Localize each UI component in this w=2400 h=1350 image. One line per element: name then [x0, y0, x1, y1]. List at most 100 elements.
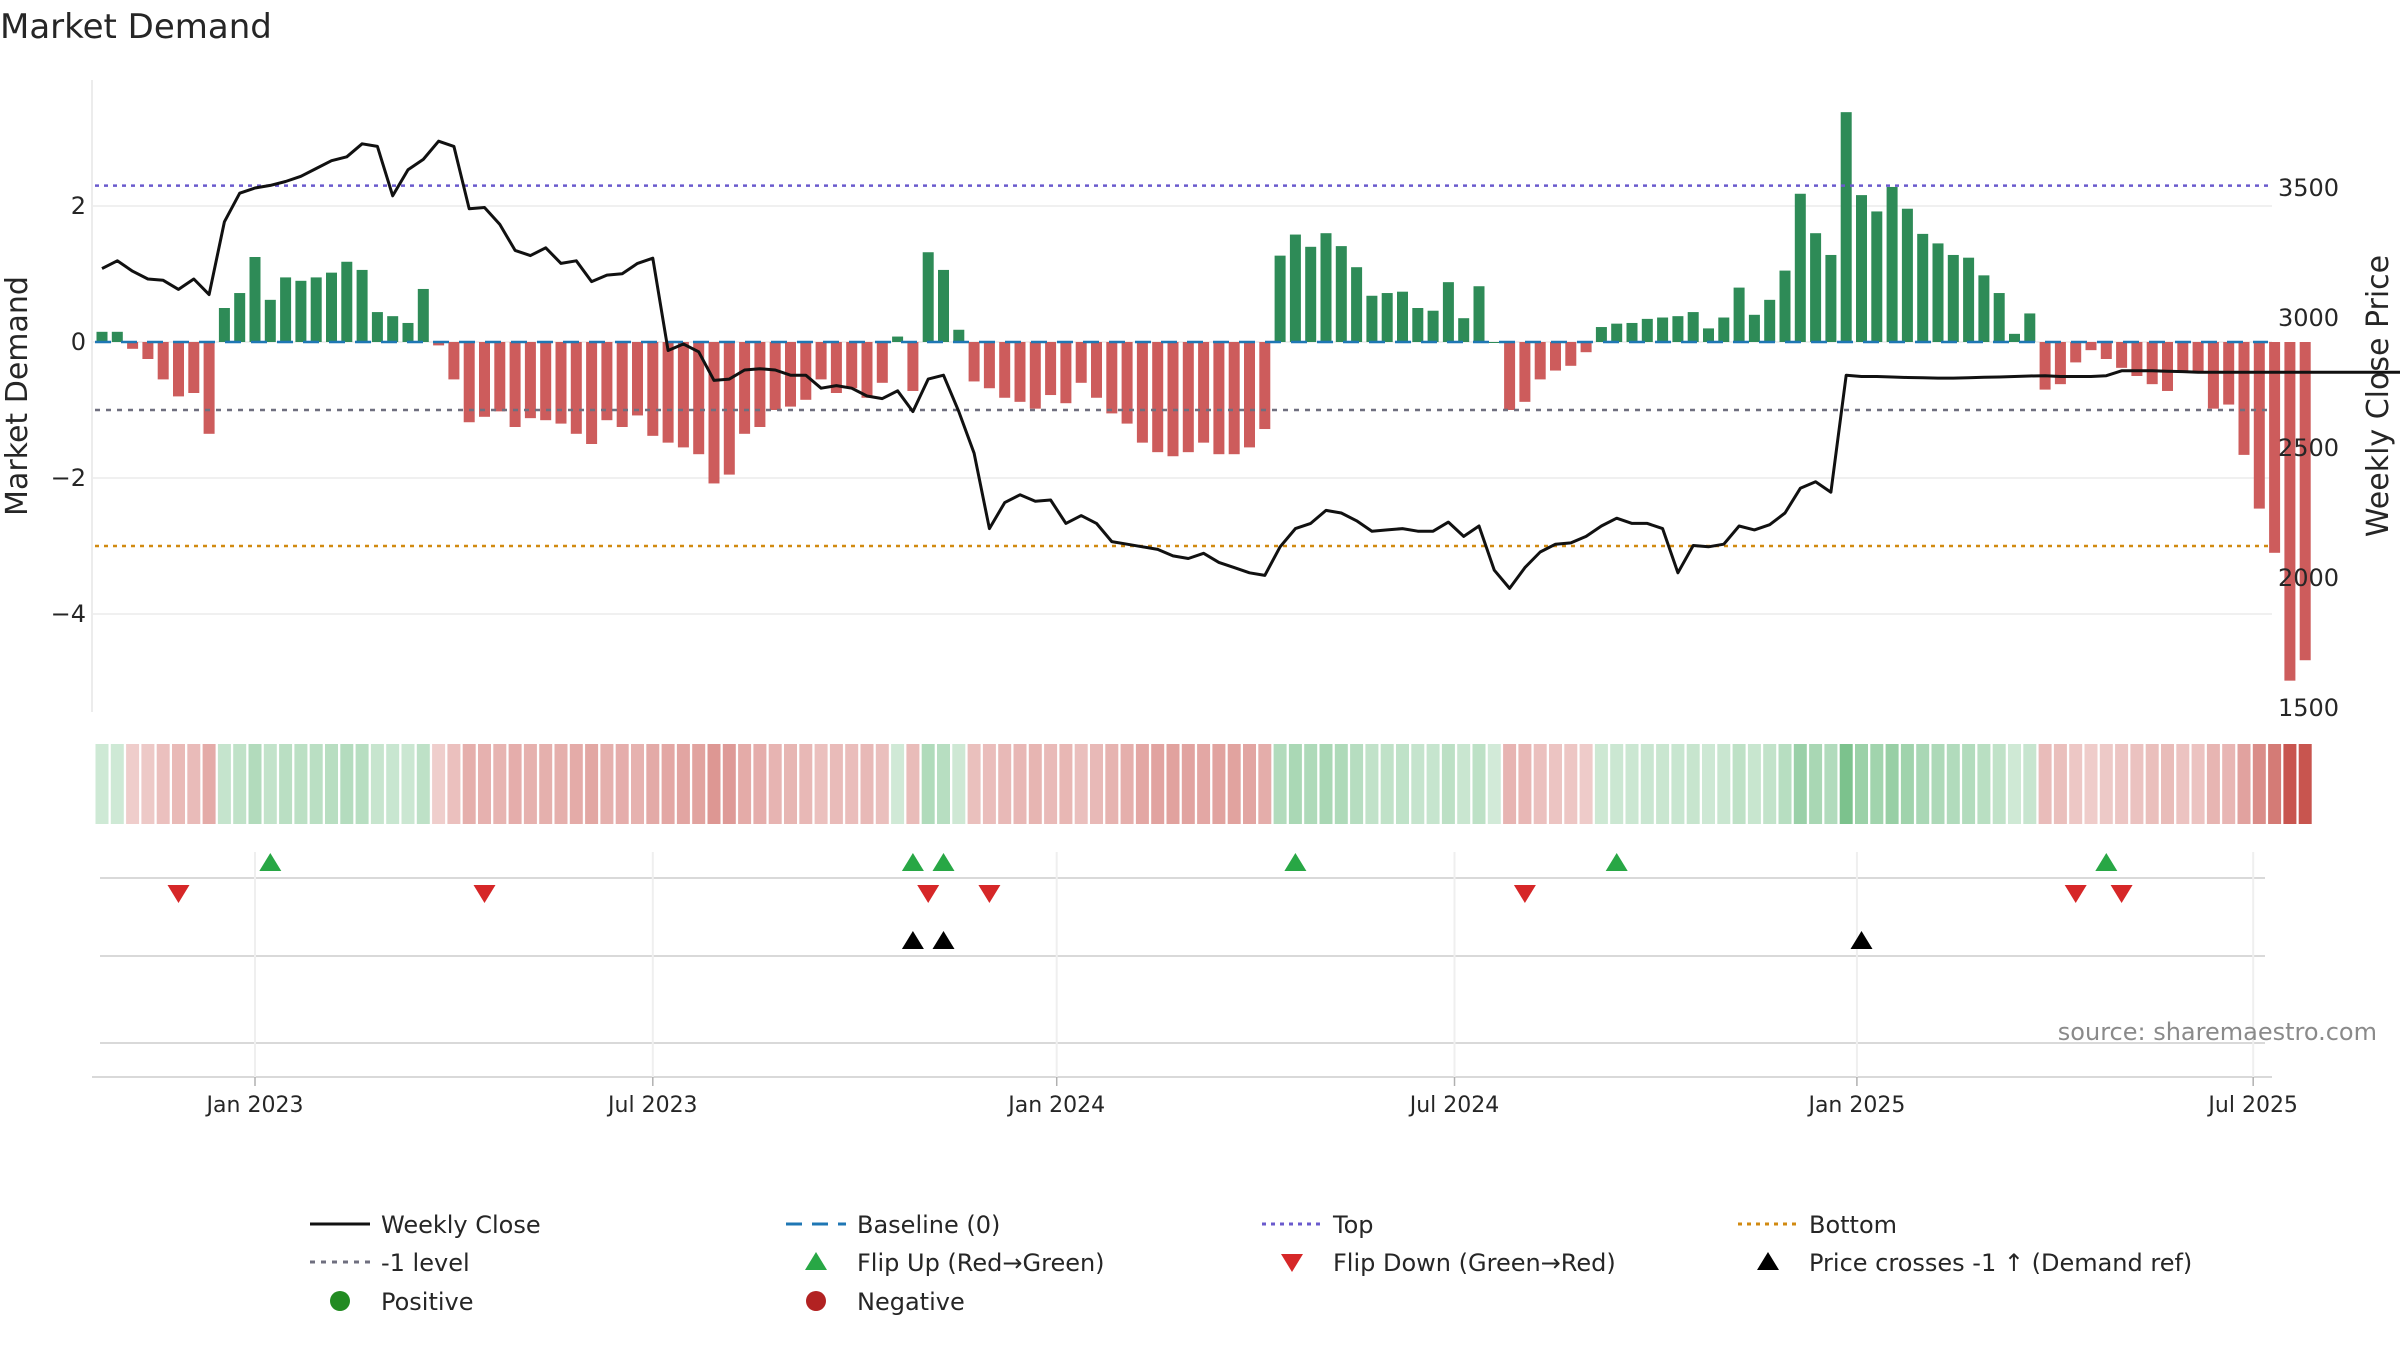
heat-strip-cell — [707, 744, 721, 824]
y2-tick-label: 3000 — [2278, 304, 2339, 332]
x-tick-label: Jan 2024 — [1006, 1093, 1105, 1118]
demand-bar — [1121, 342, 1133, 424]
heat-strip-cell — [1640, 744, 1654, 824]
demand-bar — [1473, 286, 1485, 342]
legend-positive-icon — [330, 1291, 350, 1311]
demand-bar — [983, 342, 995, 389]
heat-strip-cell — [1472, 744, 1486, 824]
legend-negative-label: Negative — [857, 1288, 965, 1316]
demand-bar — [2131, 342, 2143, 376]
demand-bar — [677, 342, 689, 448]
heat-strip-cell — [110, 744, 124, 824]
heat-strip-cell — [1426, 744, 1440, 824]
demand-bar — [876, 342, 888, 383]
demand-bar — [1978, 275, 1990, 342]
demand-bar — [1182, 342, 1194, 453]
demand-bar — [754, 342, 766, 427]
x-tick-label: Jan 2023 — [205, 1093, 304, 1118]
demand-bar — [586, 342, 598, 444]
demand-bar — [938, 269, 949, 342]
demand-bar — [203, 342, 215, 434]
heat-strip-cell — [2206, 744, 2220, 824]
demand-bar — [1427, 310, 1439, 342]
demand-bar — [2039, 342, 2051, 390]
demand-bar — [540, 342, 552, 421]
demand-bar — [1045, 342, 1057, 396]
heat-strip-cell — [126, 744, 140, 824]
heat-strip-cell — [982, 744, 996, 824]
demand-bar — [1274, 255, 1286, 342]
heat-strip-cell — [2038, 744, 2052, 824]
demand-bar — [2116, 342, 2128, 368]
demand-bar — [999, 342, 1011, 398]
heat-strip-cell — [1166, 744, 1180, 824]
demand-bar — [1213, 342, 1225, 455]
flip-down-marker — [1513, 885, 1536, 903]
legend-top-label: Top — [1332, 1211, 1374, 1239]
heat-strip-cell — [2008, 744, 2021, 824]
demand-bar — [417, 288, 429, 342]
heat-strip-cell — [1579, 744, 1593, 824]
demand-bar — [632, 342, 643, 416]
legend-minus-one-label: -1 level — [381, 1249, 470, 1277]
legend-positive-label: Positive — [381, 1288, 474, 1316]
y-tick-label: −4 — [51, 600, 86, 628]
y-tick-label: −2 — [51, 464, 86, 492]
heat-strip-cell — [2069, 744, 2083, 824]
heat-strip-cell — [845, 744, 859, 824]
y2-tick-label: 1500 — [2278, 694, 2339, 722]
heat-strip-cell — [1380, 744, 1394, 824]
demand-bar — [1504, 342, 1516, 410]
heat-strip-cell — [2222, 744, 2236, 824]
heat-strip-cell — [1135, 744, 1149, 824]
y-axis-ticks: 2 0 −2 −4 — [51, 192, 86, 628]
demand-bar — [2024, 313, 2036, 342]
demand-bar — [601, 342, 613, 421]
demand-bar — [2284, 342, 2296, 681]
demand-bar — [249, 257, 261, 342]
demand-bar — [280, 277, 292, 342]
demand-bar — [1856, 195, 1867, 342]
heat-strip-cell — [493, 744, 507, 824]
heat-strip-cell — [814, 744, 828, 824]
heat-strip-cell — [1671, 744, 1685, 824]
demand-bar — [2100, 342, 2112, 359]
price-cross-marker — [932, 931, 955, 949]
heat-strip-cell — [233, 744, 247, 824]
demand-bar — [479, 342, 490, 417]
legend-cross-icon — [1757, 1252, 1779, 1270]
heat-strip-cell — [1304, 744, 1318, 824]
y2-tick-label: 2500 — [2278, 434, 2339, 462]
heat-strip-cell — [2099, 744, 2113, 824]
heat-strip-cell — [829, 744, 843, 824]
x-tick-label: Jul 2023 — [606, 1093, 698, 1118]
heat-strip-cell — [1457, 744, 1471, 824]
demand-bar — [1060, 342, 1072, 404]
heat-strip-cell — [2283, 744, 2297, 824]
heat-strip-cell — [172, 744, 185, 824]
demand-bar — [846, 342, 858, 389]
demand-bar — [616, 342, 628, 427]
heat-strip-cell — [1625, 744, 1639, 824]
heat-strip-cell — [1059, 744, 1073, 824]
heat-strip-cell — [1090, 744, 1103, 824]
heat-strip-cell — [1809, 744, 1823, 824]
demand-bar — [830, 342, 842, 393]
flip-down-marker — [2064, 885, 2087, 903]
demand-bar — [509, 342, 521, 427]
demand-bar — [555, 342, 567, 424]
price-cross-marker — [901, 931, 924, 949]
source-note: source: sharemaestro.com — [2058, 1018, 2377, 1046]
flip-up-marker — [2095, 853, 2118, 871]
heat-strip-cell — [2237, 744, 2251, 824]
demand-bar — [1351, 267, 1363, 342]
y2-tick-label: 3500 — [2278, 174, 2339, 202]
heat-strip-cell — [539, 744, 553, 824]
heat-strip-cell — [738, 744, 752, 824]
demand-bar — [1703, 328, 1714, 342]
demand-bar — [127, 342, 139, 349]
demand-bar — [1733, 287, 1745, 342]
demand-bars — [96, 112, 2311, 681]
flip-up-marker — [259, 853, 282, 871]
demand-bar — [1534, 342, 1546, 380]
